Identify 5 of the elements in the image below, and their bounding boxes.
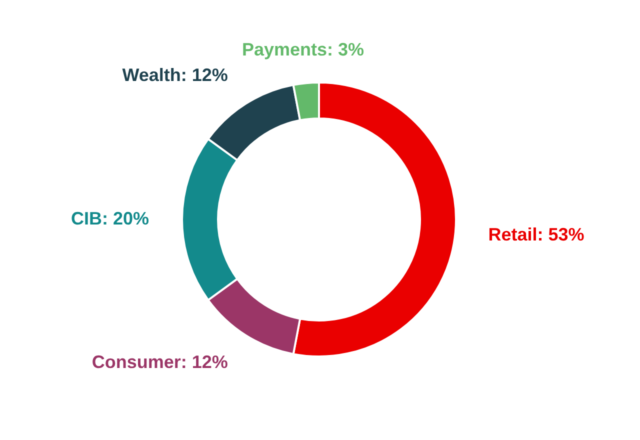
slice-label: Retail: 53% [488, 224, 584, 244]
slice-label: CIB: 20% [70, 208, 149, 228]
slice-label: Payments: 3% [242, 39, 364, 60]
slice-label: Consumer: 12% [92, 352, 228, 372]
slice-label: Wealth: 12% [122, 64, 228, 85]
